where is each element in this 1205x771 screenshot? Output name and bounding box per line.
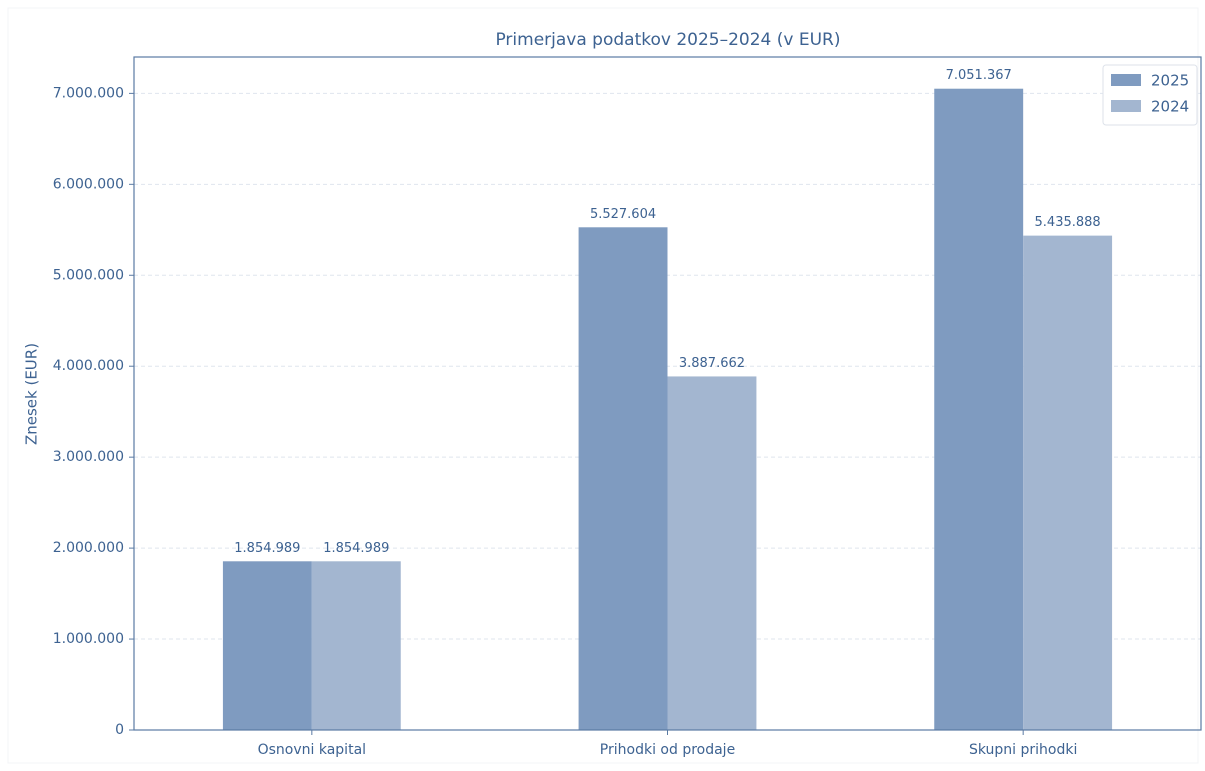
- bar: [222, 561, 312, 730]
- bar: [934, 88, 1024, 730]
- y-tick-label: 2.000.000: [53, 540, 124, 556]
- bar: [311, 561, 401, 730]
- x-tick-label: Skupni prihodki: [969, 742, 1077, 758]
- bar: [578, 227, 668, 731]
- value-label: 5.435.888: [1035, 215, 1101, 230]
- value-label: 5.527.604: [590, 207, 656, 222]
- y-tick-label: 4.000.000: [53, 358, 124, 374]
- legend-label: 2025: [1151, 72, 1189, 90]
- y-tick-label: 0: [115, 722, 124, 738]
- bar: [667, 376, 757, 730]
- chart-title: Primerjava podatkov 2025–2024 (v EUR): [495, 30, 840, 50]
- value-label: 7.051.367: [946, 68, 1012, 83]
- y-tick-label: 5.000.000: [53, 267, 124, 283]
- value-label: 1.854.989: [323, 541, 389, 556]
- value-label: 3.887.662: [679, 356, 745, 371]
- y-tick-label: 1.000.000: [53, 631, 124, 647]
- y-tick-label: 7.000.000: [53, 85, 124, 101]
- legend-swatch: [1111, 74, 1141, 86]
- x-tick-label: Prihodki od prodaje: [600, 742, 735, 758]
- legend-label: 2024: [1151, 98, 1189, 116]
- plot-frame: [133, 56, 1202, 731]
- legend-swatch: [1111, 100, 1141, 112]
- y-tick-label: 3.000.000: [53, 449, 124, 465]
- bar: [1023, 235, 1113, 730]
- value-label: 1.854.989: [234, 541, 300, 556]
- x-tick-label: Osnovni kapital: [258, 742, 366, 758]
- y-tick-label: 6.000.000: [53, 176, 124, 192]
- y-axis-label: Znesek (EUR): [23, 343, 41, 445]
